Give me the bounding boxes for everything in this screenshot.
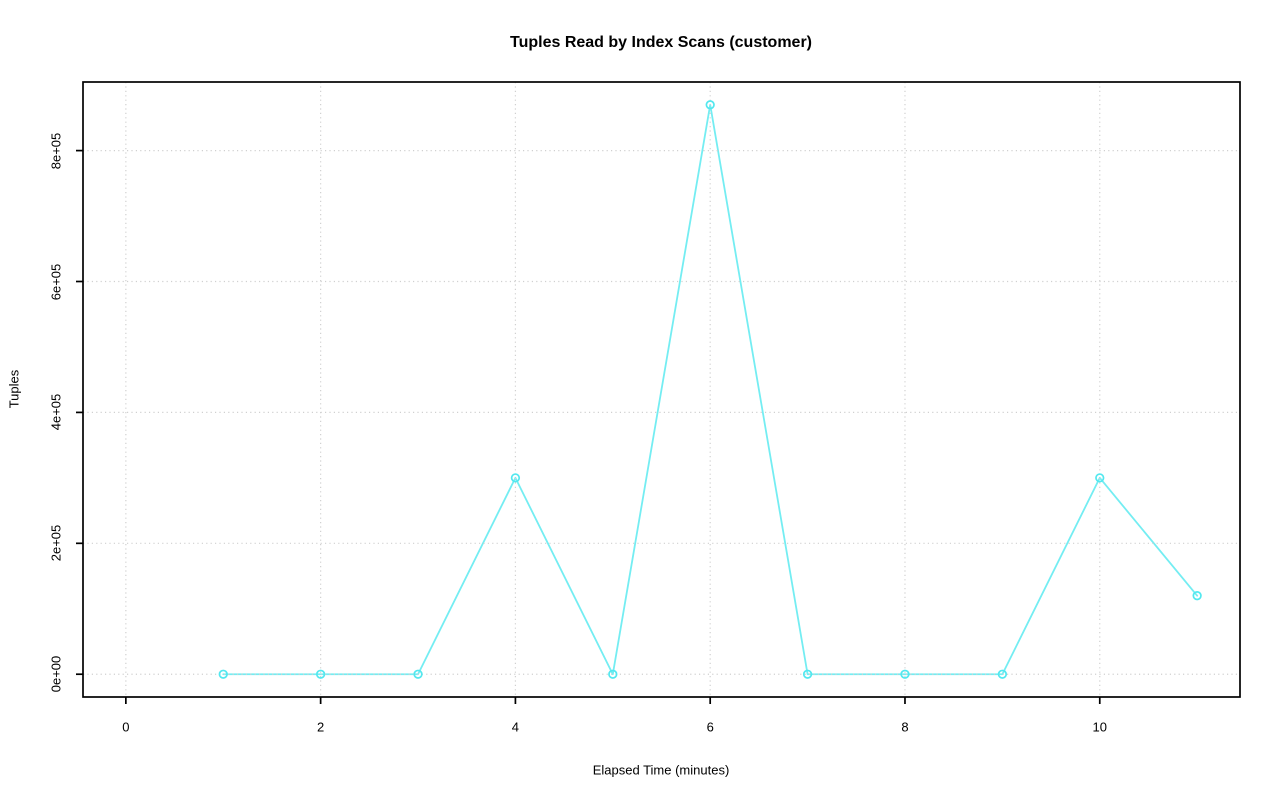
data-point bbox=[510, 473, 521, 483]
data-point bbox=[315, 669, 326, 679]
data-point bbox=[802, 669, 813, 679]
data-point bbox=[218, 669, 228, 679]
x-axis-label: Elapsed Time (minutes) bbox=[592, 762, 730, 778]
x-tick-label: 6 bbox=[706, 719, 714, 735]
x-tick-label: 2 bbox=[317, 719, 325, 735]
chart-title: Tuples Read by Index Scans (customer) bbox=[509, 34, 813, 51]
y-tick-label: 6e+05 bbox=[48, 263, 64, 300]
y-axis-label: Tuples bbox=[6, 369, 22, 409]
y-tick-label: 8e+05 bbox=[48, 132, 64, 169]
data-point bbox=[705, 100, 715, 110]
x-tick-label: 10 bbox=[1092, 719, 1107, 735]
data-point bbox=[1192, 591, 1202, 601]
data-point bbox=[900, 669, 910, 679]
y-tick-label: 0e+00 bbox=[48, 655, 64, 693]
y-tick-label: 4e+05 bbox=[48, 394, 64, 431]
data-point bbox=[608, 669, 618, 679]
y-tick-label: 2e+05 bbox=[48, 525, 64, 562]
plot-border bbox=[82, 81, 1241, 698]
x-tick-label: 0 bbox=[122, 719, 130, 735]
data-point bbox=[997, 669, 1008, 679]
x-tick-label: 4 bbox=[511, 719, 520, 735]
data-point bbox=[1095, 473, 1105, 483]
data-point bbox=[413, 669, 423, 679]
x-tick-label: 8 bbox=[901, 719, 909, 735]
